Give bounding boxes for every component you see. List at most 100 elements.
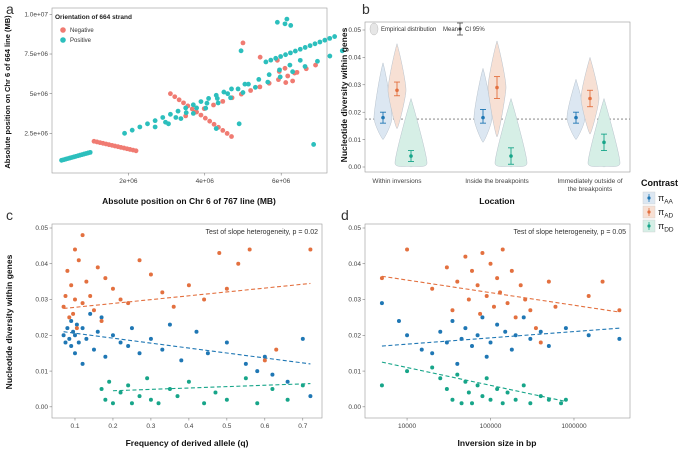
panel-a-positive-point	[268, 57, 274, 63]
panel-a-y-tick-label: 1.0e+07	[24, 12, 48, 19]
panel-a-positive-point	[277, 74, 283, 80]
panel-b-mean-aa	[574, 115, 578, 120]
panel-d-aa-trend-line	[381, 327, 620, 347]
panel-a-positive-point	[152, 124, 158, 130]
panel-a-positive-point	[178, 116, 184, 122]
panel-d-aa-point	[430, 351, 435, 356]
panel-d-ad-point	[405, 247, 410, 252]
panel-a-y-title: Absolute position on Chr 6 of 664 line (…	[3, 15, 12, 169]
panel-c-dd-point	[137, 394, 142, 399]
panel-c-dd-point	[110, 401, 115, 406]
panel-a-negative-point	[220, 127, 226, 133]
panel-c-ad-point	[88, 293, 93, 298]
panel-a-positive-point	[190, 110, 196, 116]
panel-a-negative-point	[229, 134, 234, 139]
panel-c-y-tick-label: 0.01	[35, 368, 48, 375]
panel-c-aa-point	[61, 333, 66, 338]
panel-a-negative-point	[211, 121, 217, 127]
panel-b-category-label: Inside the breakpoints	[465, 178, 529, 185]
panel-a-positive-point	[152, 118, 158, 124]
panel-a-y-tick-label: 7.5e+06	[24, 51, 48, 58]
panel-d-annotation: Test of slope heterogeneity, p = 0.05	[513, 229, 626, 236]
panel-d-aa-point	[521, 315, 526, 320]
panel-b-violin-dd	[587, 97, 621, 168]
panel-a-positive-point	[183, 105, 189, 111]
panel-a-positive-point	[87, 149, 93, 155]
panel-d-ad-point	[450, 308, 455, 313]
panel-a-positive-point	[242, 81, 248, 87]
panel-c-dd-trend-line	[112, 383, 311, 392]
panel-d-dd-point	[505, 390, 510, 395]
panel-a-positive-point	[287, 62, 293, 68]
panel-a-positive-point	[221, 89, 227, 95]
panel-a-positive-point	[274, 19, 280, 25]
panel-d-dd-point	[521, 383, 526, 388]
panel-c-ad-point	[61, 304, 66, 309]
panel-a-positive-point	[315, 58, 320, 64]
panel-a-negative-point	[172, 94, 178, 100]
panel-a-positive-point	[236, 121, 242, 127]
panel-a-positive-point	[288, 50, 293, 56]
panel-d-ad-point	[466, 297, 471, 302]
panel-c-x-tick-label: 0.3	[146, 423, 155, 430]
contrast-swatch-dot-ad	[647, 210, 651, 214]
panel-d-ad-point	[379, 276, 384, 281]
panel-d-dd-point	[495, 386, 500, 391]
panel-c-dd-point	[270, 386, 275, 391]
panel-b-violin-dd	[394, 97, 428, 168]
panel-a-positive-point	[311, 142, 317, 147]
panel-d-ad-point	[463, 254, 468, 259]
panel-a-positive-point	[194, 105, 199, 111]
panel-d-aa-point	[495, 322, 500, 327]
panel-d-dd-point	[455, 372, 460, 377]
panel-a-negative-point	[224, 131, 230, 136]
panel-a-positive-point	[145, 121, 150, 127]
panel-d-ad-point	[470, 268, 475, 273]
panel-d-ad-trend-line	[381, 275, 620, 313]
panel-b-y-tick-label: 0.04	[348, 55, 361, 62]
legend-positive-label: Positive	[70, 38, 92, 44]
panel-c-ad-point	[69, 283, 74, 288]
panel-a-y-tick-label: 2.5e+06	[24, 131, 48, 138]
panel-b-category-label: the breakpoints	[568, 186, 613, 193]
panel-a-positive-point	[228, 95, 233, 101]
panel-c-ad-point	[63, 293, 68, 298]
panel-c-aa-point	[148, 336, 153, 341]
panel-a-positive-point	[263, 59, 269, 65]
panel-d-aa-point	[470, 344, 475, 349]
panel-a-negative-point	[285, 73, 291, 79]
panel-c-dd-point	[145, 376, 150, 381]
panel-c-aa-point	[126, 344, 131, 349]
panel-c-y-tick-label: 0.05	[35, 225, 48, 232]
panel-c-ad-point	[236, 261, 241, 266]
panel-c-ad-point	[72, 247, 77, 252]
panel-c-aa-point	[72, 351, 77, 356]
panel-a-negative-point	[189, 106, 195, 112]
panel-b-y-title: Nucleotide diversity within genes	[339, 27, 349, 162]
panel-c-x-tick-label: 0.4	[184, 423, 193, 430]
panel-c-ad-point	[217, 251, 222, 256]
panel-d-aa-point	[475, 333, 480, 338]
panel-d-ad-point	[546, 279, 551, 284]
panel-a-positive-point	[297, 46, 303, 52]
panel-c-dd-point	[129, 401, 134, 406]
panel-d-y-tick-label: 0.01	[348, 368, 361, 375]
panel-d-dd-point	[488, 397, 493, 402]
panel-c-aa-point	[69, 344, 74, 349]
panel-a-positive-point	[288, 23, 294, 28]
panel-c-dd-point	[202, 401, 207, 406]
panel-d-x-tick-label: 1000000	[561, 423, 587, 430]
panel-c-ad-point	[72, 297, 77, 302]
panel-c-y-tick-label: 0.03	[35, 297, 48, 304]
panel-d-dd-point	[438, 376, 443, 381]
panel-d-ad-point	[586, 293, 591, 298]
panel-d-aa-point	[546, 344, 551, 349]
panel-b-y-tick-label: 0.02	[348, 109, 361, 116]
panel-c-x-tick-label: 0.5	[222, 423, 231, 430]
panel-c-aa-point	[110, 333, 115, 338]
panel-a-positive-point	[302, 45, 308, 50]
panel-c-y-tick-label: 0.00	[35, 404, 48, 411]
panel-d-dd-trend-line	[381, 361, 567, 403]
panel-a-positive-point	[252, 84, 258, 90]
panel-a-negative-point	[168, 91, 173, 97]
